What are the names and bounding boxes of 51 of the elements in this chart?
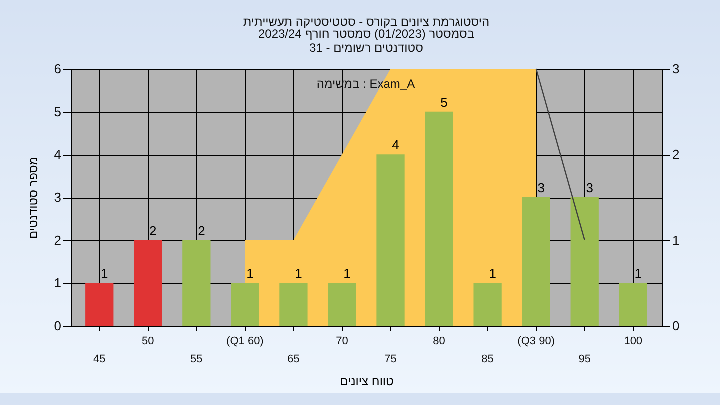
x-tick-label: 75 [384,354,397,366]
y2-tick-label: 3 [672,62,680,76]
bar [280,283,308,326]
x-tick-label: 55 [190,354,203,366]
data-label: 1 [634,266,642,282]
y2-tick-label: 1 [672,232,680,248]
bar [474,283,502,326]
y-axis-title: מספר סטודנטים [26,156,40,240]
y-tick-label: 4 [54,147,62,162]
data-label: 2 [150,223,157,238]
y-tick-label: 3 [54,190,62,205]
data-label: 1 [344,266,351,282]
y2-tick-label: 2 [672,147,680,162]
bar [522,198,550,326]
y-tick-label: 6 [54,62,62,76]
chart-title: היסטוגרמת ציונים בקורס - סטטיסטיקה תעשייתית [243,15,490,29]
x-axis-title: טווח ציונים [340,374,394,388]
bar [86,283,114,326]
bar [376,154,405,326]
data-label: 3 [586,180,594,196]
x-tick-label: 80 [433,336,446,348]
bar [231,283,260,326]
data-label: 4 [392,138,400,153]
bar [619,283,648,326]
x-tick-label: 45 [94,354,106,366]
data-label: 2 [198,223,206,238]
bar [134,240,162,326]
x-tick-label: 100 [624,336,643,348]
x-tick-label: 85 [482,354,494,366]
x-tick-label: 65 [288,354,300,366]
x-tick-label: 70 [336,336,348,348]
data-label: 3 [538,180,545,196]
y-tick-label: 1 [54,276,62,291]
y-tick-label: 0 [54,318,62,334]
data-label: 1 [101,266,108,282]
data-label: 1 [489,266,496,282]
y2-tick-label: 0 [672,318,680,334]
y-tick-label: 5 [54,104,62,120]
bar [425,112,454,326]
x-tick-label: 50 [142,336,154,348]
data-label: 1 [295,266,302,282]
chart-subtitle: בסמסטר (01/2023) סמסטר חורף 2023/24 סטודנטים רשומים - 31 [258,27,475,55]
x-tick-label: (Q1 60) [226,336,264,348]
data-label: 1 [246,266,254,282]
data-label: 5 [440,94,448,110]
x-tick-label: (Q3 90) [518,336,555,348]
bar [570,198,599,326]
y-tick-label: 2 [54,232,62,248]
bar [328,283,356,326]
x-tick-label: 95 [578,354,591,366]
bar [182,240,211,326]
